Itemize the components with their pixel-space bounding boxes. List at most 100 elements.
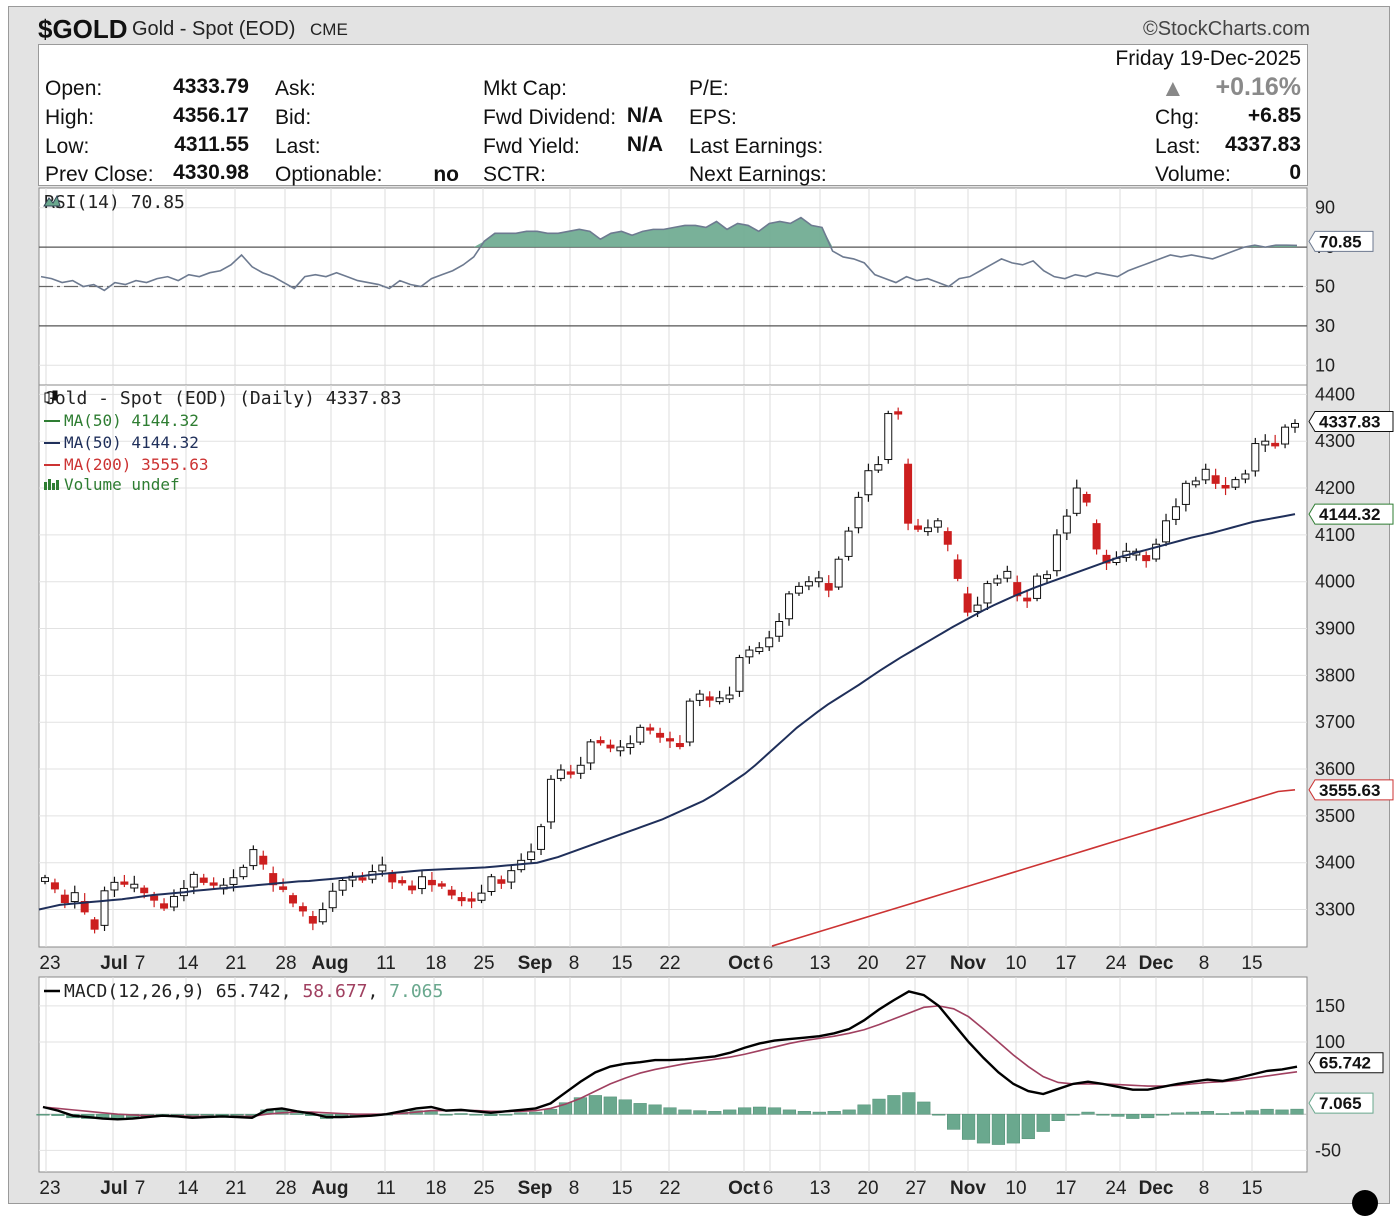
price-candle <box>854 491 863 534</box>
price-candle <box>626 735 635 755</box>
open-label: Open: <box>45 77 103 100</box>
pct-change: +0.16% <box>1215 73 1302 101</box>
prevclose-label: Prev Close: <box>45 163 154 186</box>
ma50-last-label: 4144.32 <box>1319 505 1380 524</box>
x-tick-label: 8 <box>569 953 580 974</box>
macd-hist-bar <box>932 1113 946 1116</box>
macd-hist-bar <box>1156 1113 1170 1116</box>
candle-body <box>160 903 169 909</box>
candle-body <box>229 877 238 885</box>
macd-panel: -50 100 150 65.742 7.065 <box>36 976 1384 1173</box>
candle-body <box>993 578 1002 584</box>
macd-hist-bar <box>1066 1113 1080 1116</box>
price-candle <box>745 645 754 664</box>
x-tick-label: 14 <box>177 953 199 974</box>
ma200-last-label: 3555.63 <box>1319 781 1380 800</box>
macd-value-label: 65.742 <box>216 981 281 1002</box>
macd-x-axis: 23 Jul 7 14 21 28 Aug 11 18 25 Sep 8 15 22 Oct 6 13 20 27 N… <box>39 1178 1262 1199</box>
rsi-last-label-box <box>1308 230 1374 252</box>
volume-value: 0 <box>1289 161 1301 184</box>
price-candle <box>1231 476 1240 491</box>
x-tick-label: 15 <box>611 953 632 974</box>
price-last-label-box <box>1308 410 1394 432</box>
price-tick-label: 3900 <box>1315 619 1355 639</box>
price-candle <box>914 518 923 533</box>
price-candle <box>437 881 446 889</box>
macd-hist-bar <box>215 1113 229 1116</box>
candle-body <box>1201 468 1210 481</box>
price-candle <box>1181 480 1190 512</box>
candle-body <box>765 637 774 648</box>
x-tick-label: Aug <box>312 1178 349 1199</box>
macd-hist-bar <box>499 1113 513 1116</box>
x-tick-label: 18 <box>425 1178 446 1199</box>
fwddividend-value: N/A <box>626 104 663 127</box>
price-tick-label: 4300 <box>1315 431 1355 451</box>
price-candle <box>874 456 883 473</box>
sctr-label: SCTR: <box>483 163 546 186</box>
candle-body <box>656 732 665 738</box>
macd-hist-bar <box>842 1109 856 1115</box>
price-candle <box>586 739 595 770</box>
price-candle <box>417 869 426 895</box>
price-candle <box>1042 570 1051 583</box>
price-candle <box>864 463 873 502</box>
volume-legend-icon <box>44 479 59 490</box>
last-value: 4337.83 <box>1225 133 1301 156</box>
candle-body <box>408 885 417 891</box>
price-candle <box>933 518 942 533</box>
macd-hist-bar <box>529 1111 543 1115</box>
macd-last-label-box <box>1308 1052 1384 1074</box>
macd-hist-bar <box>1141 1113 1155 1119</box>
price-candle <box>546 775 555 829</box>
candle-body <box>1152 543 1161 560</box>
candle-body <box>140 887 149 894</box>
fwdyield-value: N/A <box>626 133 663 156</box>
price-candle <box>1221 477 1230 496</box>
candle-body <box>785 593 794 620</box>
price-candle <box>755 642 764 655</box>
candle-body <box>725 694 734 700</box>
price-candle <box>566 764 575 779</box>
price-candle <box>556 764 565 782</box>
candle-body <box>120 881 129 885</box>
candle-body <box>279 886 288 890</box>
candle-body <box>1092 523 1101 550</box>
x-tick-label: 25 <box>473 953 494 974</box>
candle-body <box>358 877 367 881</box>
x-tick-label: Nov <box>950 953 986 974</box>
price-candle <box>894 407 903 420</box>
price-candle <box>209 877 218 890</box>
candle-body <box>1072 487 1081 514</box>
x-tick-label: Oct <box>728 953 760 974</box>
brand[interactable]: ©StockCharts.com <box>1143 18 1310 41</box>
rsi-tick-label: 10 <box>1315 355 1335 375</box>
price-candle <box>328 882 337 912</box>
price-candle <box>1241 469 1250 484</box>
price-candle <box>427 871 436 892</box>
candle-body <box>338 879 347 891</box>
candle-body <box>735 657 744 692</box>
macd-hist-bar <box>678 1109 692 1115</box>
macd-hist-bar <box>708 1111 722 1115</box>
macd-hist-bar <box>1006 1113 1020 1144</box>
price-candle <box>794 582 803 596</box>
price-candle <box>507 865 516 890</box>
macd-hist-bar <box>827 1111 841 1115</box>
price-title: Gold - Spot (EOD) (Daily) 4337.83 <box>44 388 402 409</box>
price-candle <box>705 691 714 708</box>
macd-hist-bar <box>469 1113 483 1116</box>
x-tick-label: 6 <box>763 1178 774 1199</box>
x-tick-label: 11 <box>376 1178 396 1199</box>
candle-body <box>834 558 843 588</box>
candle-body <box>90 919 99 930</box>
macd-hist-bar <box>947 1113 961 1130</box>
macd-hist-bar <box>185 1113 199 1116</box>
candle-body <box>1042 574 1051 579</box>
candle-body <box>298 906 307 912</box>
price-candle <box>90 917 99 934</box>
price-tick-label: 3600 <box>1315 759 1355 779</box>
candle-body <box>1162 520 1171 543</box>
candle-body <box>318 909 327 923</box>
x-tick-label: 20 <box>857 1178 878 1199</box>
